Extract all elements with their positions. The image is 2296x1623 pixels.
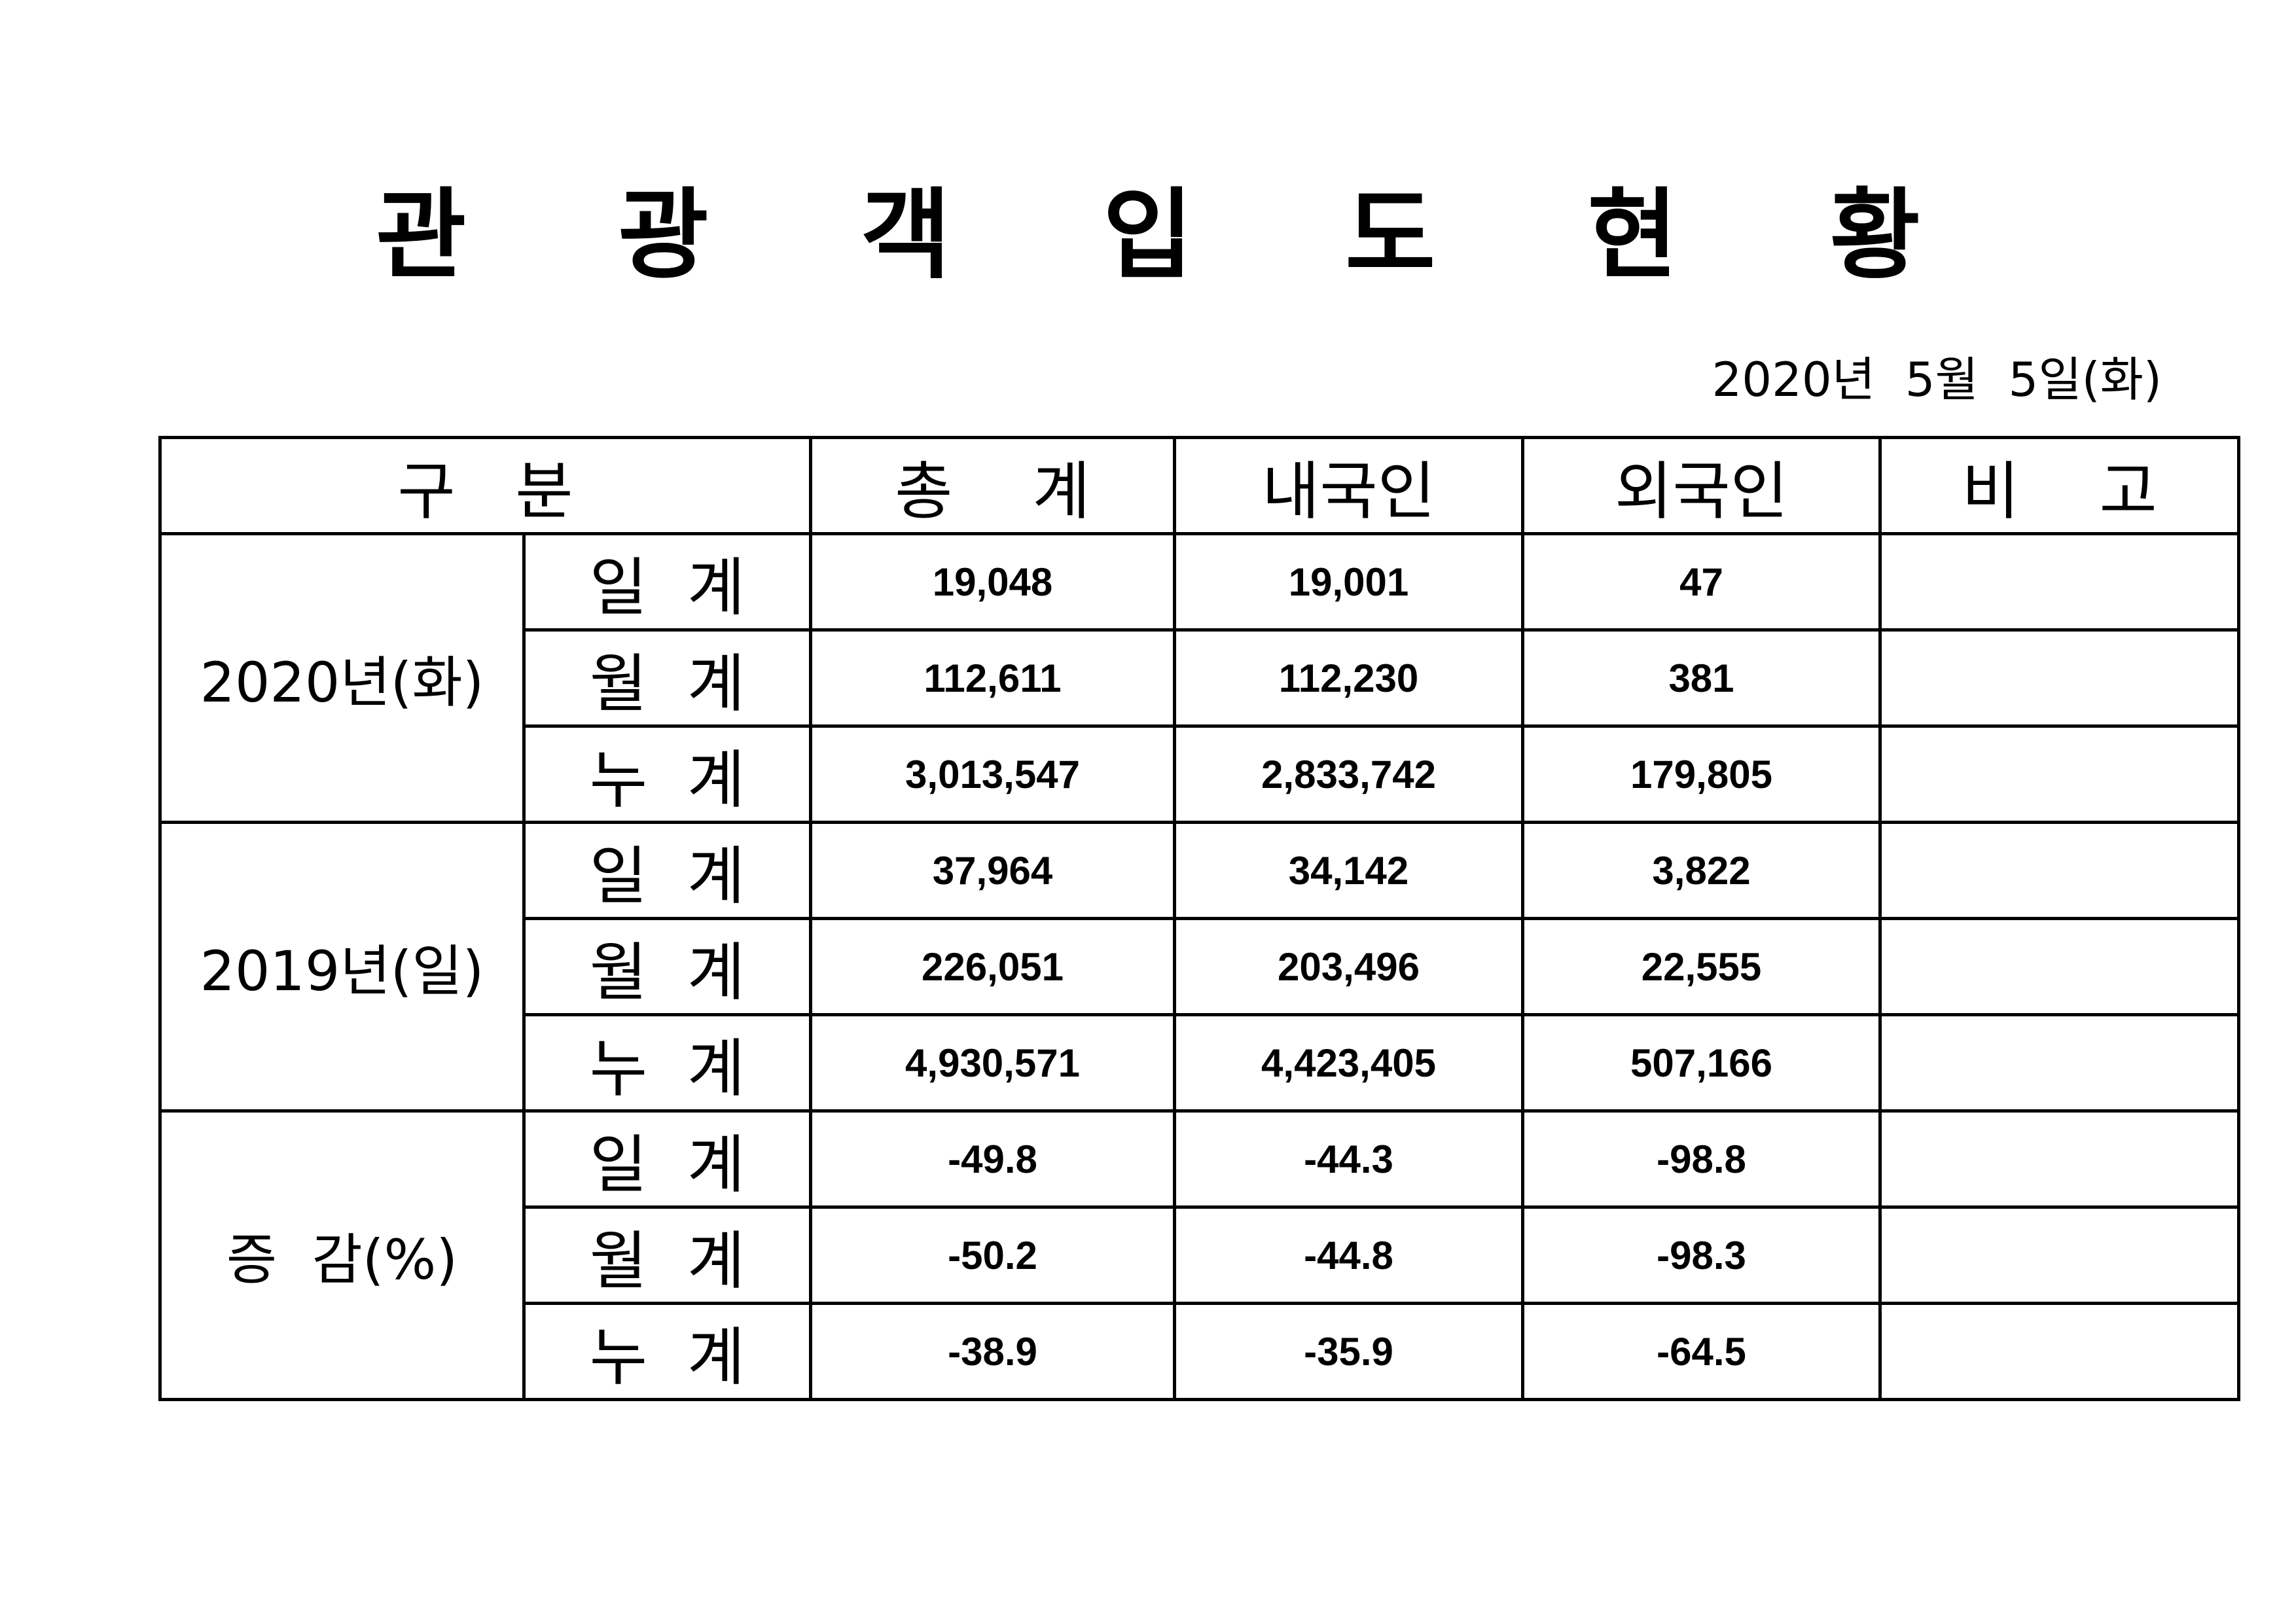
table-row: 누 계 4,930,571 4,423,405 507,166 xyxy=(160,1013,2240,1113)
table-row: 월 계 -50.2 -44.8 -98.3 xyxy=(160,1205,2240,1305)
cell-note xyxy=(1878,821,2240,920)
group-label: 2020년(화) xyxy=(158,532,526,824)
cell-domestic: 19,001 xyxy=(1173,532,1524,632)
group-label: 증 감(%) xyxy=(158,1109,526,1401)
row-label: 일 계 xyxy=(522,1109,812,1209)
cell-total: 112,611 xyxy=(809,628,1176,728)
header-total: 총 계 xyxy=(809,436,1176,535)
row-label: 월 계 xyxy=(522,628,812,728)
page-title: 관 광 객 입 도 현 황 xyxy=(376,179,1979,293)
table-row: 누 계 -38.9 -35.9 -64.5 xyxy=(160,1302,2240,1401)
header-category: 구 분 xyxy=(158,436,812,535)
cell-foreign: -98.8 xyxy=(1521,1109,1882,1209)
cell-total: 19,048 xyxy=(809,532,1176,632)
cell-domestic: 2,833,742 xyxy=(1173,724,1524,824)
cell-foreign: -64.5 xyxy=(1521,1302,1882,1401)
table-row: 2019년(일) 일 계 37,964 34,142 3,822 xyxy=(158,821,2240,1113)
table-row: 월 계 112,611 112,230 381 xyxy=(160,628,2240,728)
cell-foreign: 381 xyxy=(1521,628,1882,728)
header-note: 비 고 xyxy=(1878,436,2240,535)
cell-domestic: -35.9 xyxy=(1173,1302,1524,1401)
cell-total: -49.8 xyxy=(809,1109,1176,1209)
cell-total: 226,051 xyxy=(809,917,1176,1016)
row-label: 누 계 xyxy=(522,1013,812,1113)
cell-note xyxy=(1878,1013,2240,1113)
cell-foreign: 507,166 xyxy=(1521,1013,1882,1113)
cell-total: 4,930,571 xyxy=(809,1013,1176,1113)
cell-total: -38.9 xyxy=(809,1302,1176,1401)
row-label: 누 계 xyxy=(522,1302,812,1401)
cell-note xyxy=(1878,917,2240,1016)
group-label: 2019년(일) xyxy=(158,821,526,1113)
table-row: 2020년(화) 일 계 19,048 19,001 47 xyxy=(158,532,2240,824)
cell-foreign: 3,822 xyxy=(1521,821,1882,920)
table-row: 월 계 226,051 203,496 22,555 xyxy=(160,917,2240,1016)
header-row: 구 분 총 계 내국인 외국인 비 고 xyxy=(158,436,2240,535)
table-row: 증 감(%) 일 계 -49.8 -44.3 -98.8 xyxy=(158,1109,2240,1401)
cell-note xyxy=(1878,628,2240,728)
cell-total: 3,013,547 xyxy=(809,724,1176,824)
header-foreign: 외국인 xyxy=(1521,436,1882,535)
cell-total: -50.2 xyxy=(809,1205,1176,1305)
header-domestic: 내국인 xyxy=(1173,436,1524,535)
report-date: 2020년 5월 5일(화) xyxy=(1712,352,2162,407)
row-label: 월 계 xyxy=(522,1205,812,1305)
cell-domestic: 112,230 xyxy=(1173,628,1524,728)
cell-domestic: 203,496 xyxy=(1173,917,1524,1016)
cell-foreign: 22,555 xyxy=(1521,917,1882,1016)
table-row: 누 계 3,013,547 2,833,742 179,805 xyxy=(160,724,2240,824)
cell-domestic: -44.3 xyxy=(1173,1109,1524,1209)
row-label: 일 계 xyxy=(522,532,812,632)
cell-foreign: 47 xyxy=(1521,532,1882,632)
cell-note xyxy=(1878,532,2240,632)
cell-total: 37,964 xyxy=(809,821,1176,920)
cell-note xyxy=(1878,724,2240,824)
cell-note xyxy=(1878,1109,2240,1209)
cell-foreign: 179,805 xyxy=(1521,724,1882,824)
tourist-arrivals-table: 구 분 총 계 내국인 외국인 비 고 2020년(화) 일 계 19,048 … xyxy=(158,436,2240,1401)
cell-domestic: 34,142 xyxy=(1173,821,1524,920)
row-label: 월 계 xyxy=(522,917,812,1016)
cell-foreign: -98.3 xyxy=(1521,1205,1882,1305)
row-label: 누 계 xyxy=(522,724,812,824)
cell-domestic: -44.8 xyxy=(1173,1205,1524,1305)
row-label: 일 계 xyxy=(522,821,812,920)
cell-note xyxy=(1878,1302,2240,1401)
cell-domestic: 4,423,405 xyxy=(1173,1013,1524,1113)
cell-note xyxy=(1878,1205,2240,1305)
